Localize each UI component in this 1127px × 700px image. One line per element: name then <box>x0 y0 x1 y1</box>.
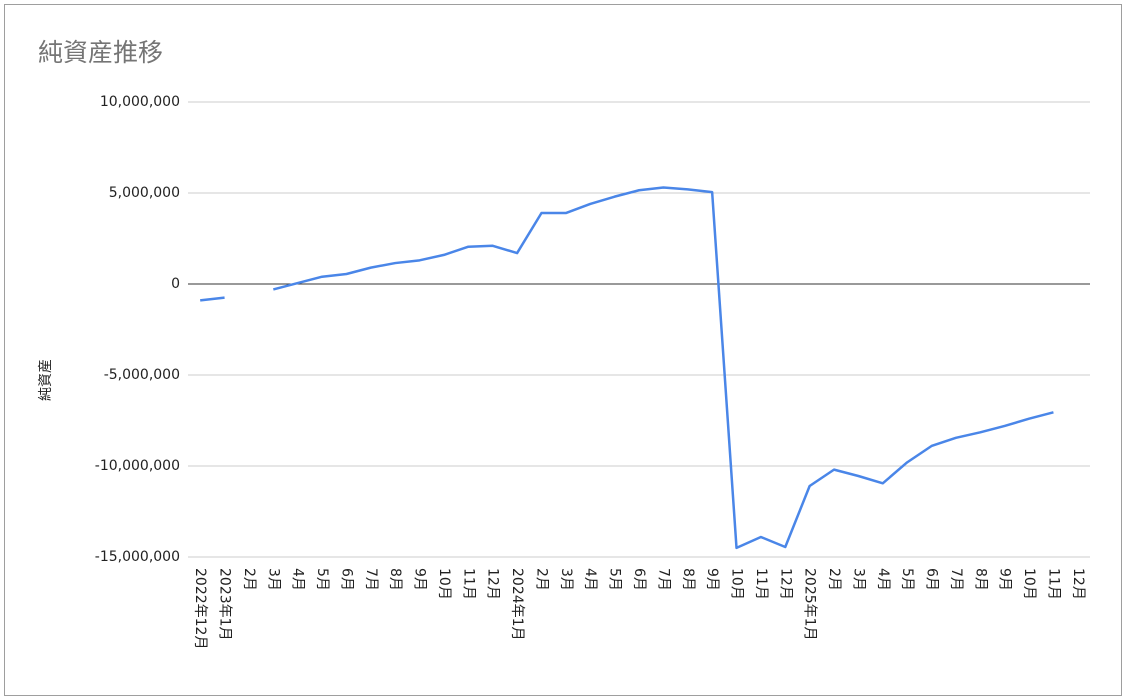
x-tick-label: 2022年12月 <box>192 568 208 649</box>
x-tick-label: 11月 <box>460 568 476 600</box>
x-tick-label: 6月 <box>631 568 647 591</box>
x-tick-label: 9月 <box>704 568 720 591</box>
x-tick-label: 6月 <box>338 568 354 591</box>
y-tick-label: 5,000,000 <box>109 185 180 201</box>
y-tick-label: 0 <box>171 276 180 292</box>
y-axis-title: 純資産 <box>38 359 54 401</box>
x-tick-label: 5月 <box>314 568 330 591</box>
x-tick-label: 6月 <box>924 568 940 591</box>
x-tick-label: 4月 <box>582 568 598 591</box>
x-tick-label: 4月 <box>290 568 306 591</box>
x-tick-label: 9月 <box>997 568 1013 591</box>
x-tick-label: 10月 <box>729 568 745 600</box>
y-tick-label: -15,000,000 <box>95 549 180 565</box>
x-tick-label: 5月 <box>899 568 915 591</box>
y-tick-label: 10,000,000 <box>100 94 180 110</box>
x-tick-label: 12月 <box>485 568 501 600</box>
x-tick-label: 3月 <box>558 568 574 591</box>
x-tick-label: 7月 <box>363 568 379 591</box>
x-tick-label: 5月 <box>607 568 623 591</box>
x-tick-label: 11月 <box>753 568 769 600</box>
y-tick-label: -10,000,000 <box>95 458 180 474</box>
series-line <box>200 186 1054 550</box>
x-tick-label: 2月 <box>826 568 842 591</box>
x-tick-label: 12月 <box>777 568 793 600</box>
x-tick-label: 7月 <box>948 568 964 591</box>
x-tick-label: 10月 <box>1021 568 1037 600</box>
x-tick-label: 10月 <box>436 568 452 600</box>
x-tick-label: 2月 <box>241 568 257 591</box>
x-tick-label: 9月 <box>412 568 428 591</box>
x-tick-label: 2月 <box>533 568 549 591</box>
chart-title: 純資産推移 <box>38 38 163 67</box>
x-tick-label: 2023年1月 <box>217 568 233 641</box>
chart-border <box>4 4 1122 696</box>
x-tick-label: 8月 <box>972 568 988 591</box>
x-tick-label: 2024年1月 <box>509 568 525 641</box>
x-tick-label: 3月 <box>265 568 281 591</box>
y-tick-label: -5,000,000 <box>104 367 180 383</box>
x-tick-label: 8月 <box>680 568 696 591</box>
x-tick-label: 11月 <box>1045 568 1061 600</box>
x-tick-label: 7月 <box>655 568 671 591</box>
x-tick-label: 8月 <box>387 568 403 591</box>
x-tick-label: 4月 <box>875 568 891 591</box>
x-tick-label: 3月 <box>850 568 866 591</box>
x-tick-label: 2025年1月 <box>802 568 818 641</box>
x-tick-label: 12月 <box>1070 568 1086 600</box>
